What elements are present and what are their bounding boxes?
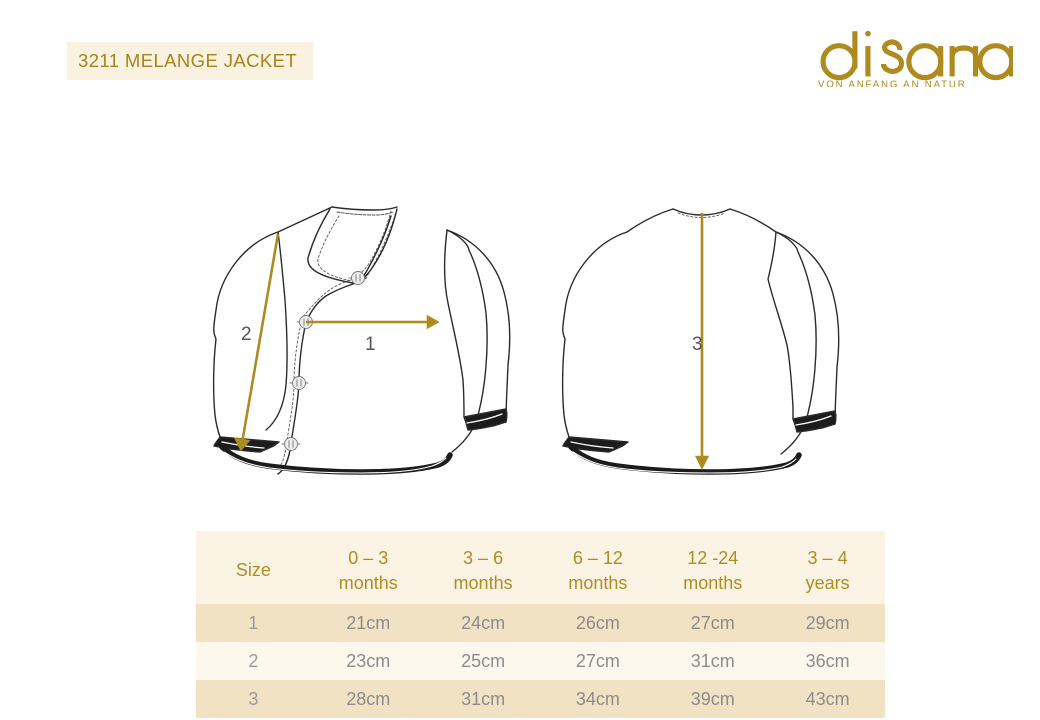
svg-text:1: 1	[365, 334, 376, 355]
svg-text:2: 2	[241, 324, 252, 345]
svg-text:VON ANFANG AN NATUR: VON ANFANG AN NATUR	[818, 79, 967, 87]
svg-text:3: 3	[692, 334, 703, 355]
